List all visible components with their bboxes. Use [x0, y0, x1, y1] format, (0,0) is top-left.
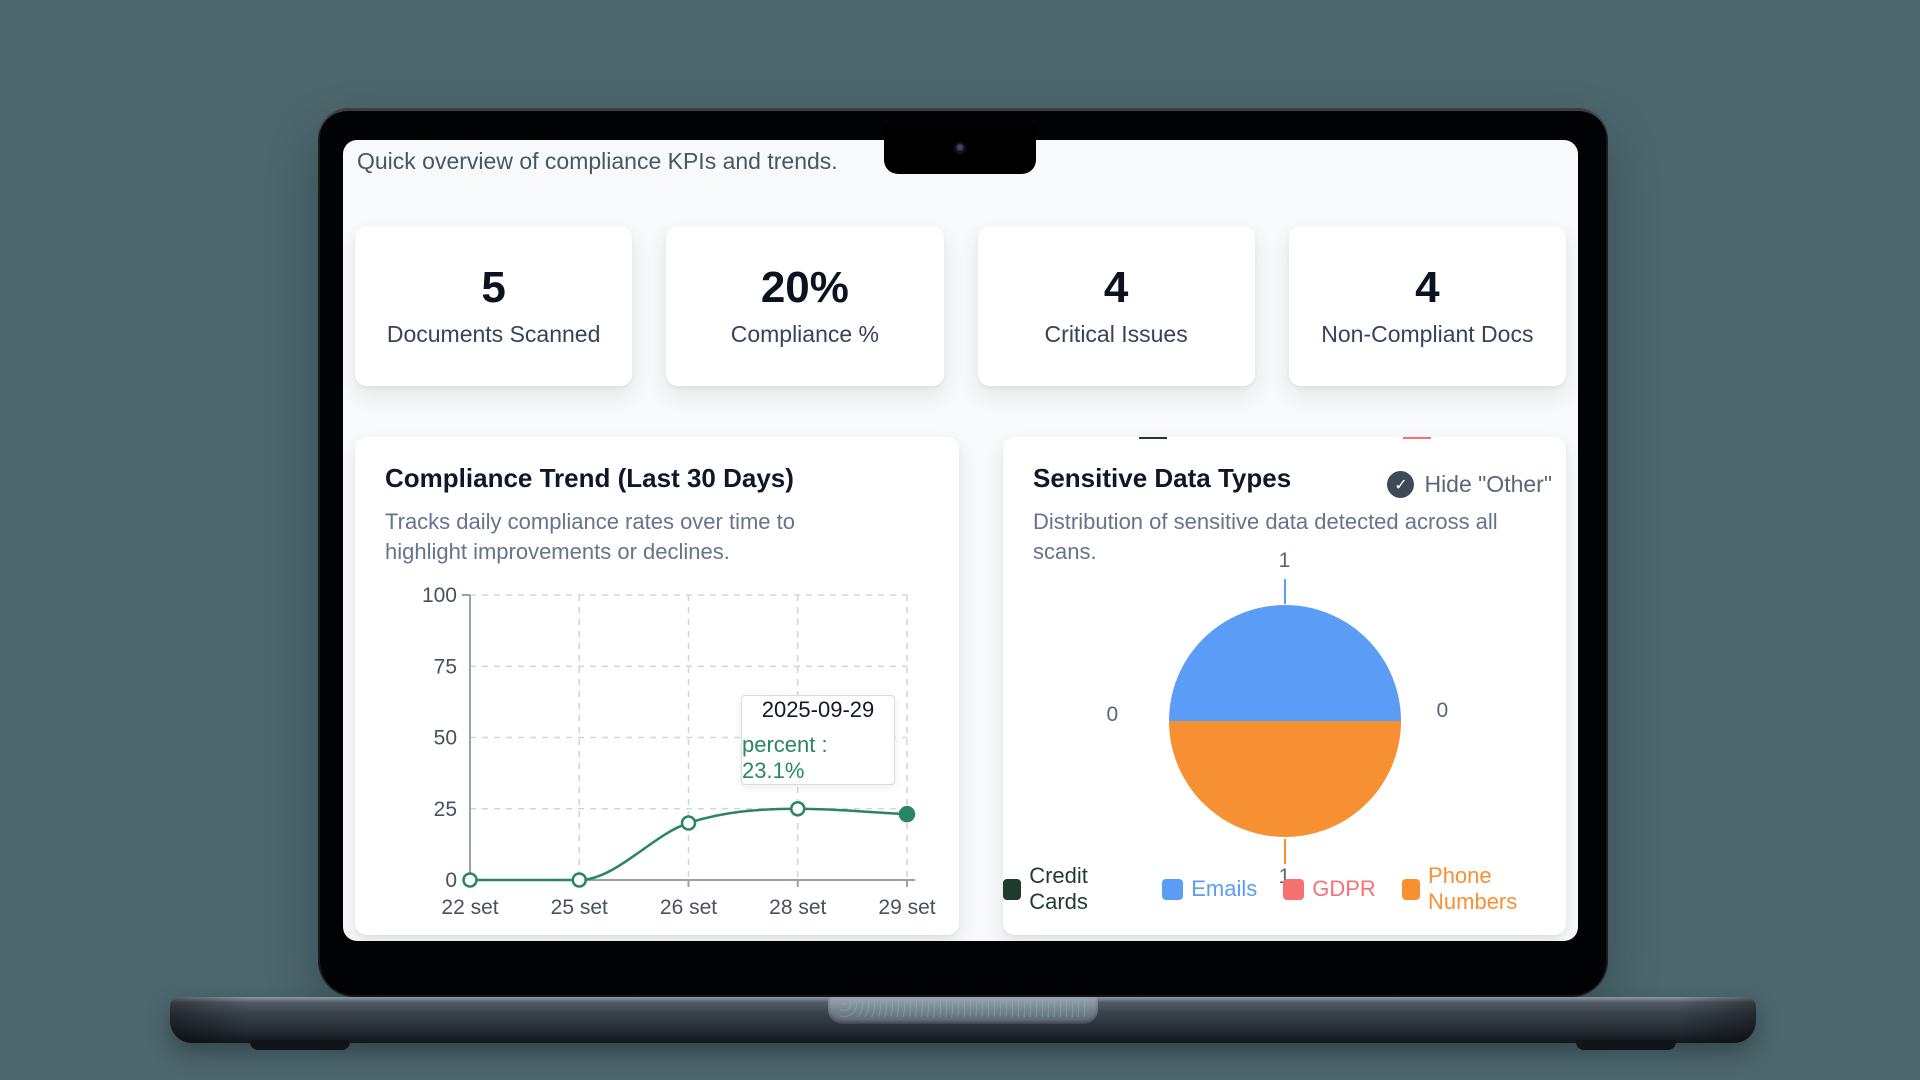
laptop-base-grip — [828, 997, 1098, 1024]
chart-tooltip: 2025-09-29 percent : 23.1% — [741, 695, 895, 785]
x-tick-label: 26 set — [660, 896, 717, 919]
trend-card-subtitle: Tracks daily compliance rates over time … — [385, 509, 795, 564]
kpi-row: 5 Documents Scanned 20% Compliance % 4 C… — [355, 226, 1566, 386]
pie-callout-credit-cards: 0 — [1106, 703, 1119, 726]
hide-other-label: Hide "Other" — [1424, 471, 1552, 497]
legend-item-credit-cards[interactable]: Credit Cards — [1003, 863, 1136, 915]
y-tick-label: 50 — [434, 727, 457, 750]
legend-label-emails: Emails — [1191, 876, 1258, 901]
kpi-value: 20% — [760, 263, 849, 313]
kpi-label: Documents Scanned — [386, 320, 601, 347]
legend-swatch-gdpr — [1283, 878, 1305, 900]
tooltip-date: 2025-09-29 — [761, 696, 875, 722]
legend-swatch-credit-cards — [1003, 878, 1022, 900]
y-tick-label: 25 — [434, 798, 457, 821]
callout-line-emails — [1283, 579, 1286, 604]
compliance-trend-card: Compliance Trend (Last 30 Days) Tracks d… — [355, 437, 959, 935]
pie-card-title: Sensitive Data Types — [1033, 463, 1292, 493]
kpi-value: 4 — [1415, 263, 1440, 313]
laptop-lid: Quick overview of compliance KPIs and tr… — [318, 108, 1608, 997]
sensitive-data-card: Sensitive Data Types Hide "Other" Distri… — [1003, 437, 1566, 935]
camera-notch — [884, 126, 1036, 174]
legend-swatch-emails — [1162, 878, 1184, 900]
kpi-label: Critical Issues — [1044, 320, 1188, 347]
x-tick-label: 29 set — [878, 896, 935, 919]
pie-callout-phone-numbers: 1 — [1278, 865, 1291, 888]
kpi-card-non-compliant-docs: 4 Non-Compliant Docs — [1288, 226, 1566, 386]
checkbox-checked-icon[interactable] — [1387, 471, 1415, 498]
kpi-label: Compliance % — [730, 320, 880, 347]
charts-row: Compliance Trend (Last 30 Days) Tracks d… — [355, 437, 1566, 935]
kpi-value: 5 — [481, 263, 506, 313]
callout-line-phone-numbers — [1283, 839, 1286, 864]
camera-icon — [954, 142, 966, 154]
legend-item-gdpr[interactable]: GDPR — [1283, 863, 1376, 915]
hide-other-toggle[interactable]: Hide "Other" — [1387, 471, 1552, 498]
callout-line-gdpr — [1402, 437, 1431, 439]
x-tick-label: 22 set — [441, 896, 498, 919]
kpi-card-documents-scanned: 5 Documents Scanned — [355, 226, 633, 386]
y-tick-label: 75 — [434, 655, 457, 678]
pie-chart[interactable]: 1 0 1 0 — [1003, 437, 1566, 935]
tooltip-value: percent : 23.1% — [742, 731, 828, 783]
legend-item-phone-numbers[interactable]: Phone Numbers — [1401, 863, 1566, 915]
pie-circle[interactable] — [1168, 605, 1401, 837]
legend-swatch-phone-numbers — [1401, 878, 1421, 900]
data-point-active — [898, 805, 916, 823]
kpi-card-compliance: 20% Compliance % — [666, 226, 944, 386]
kpi-card-critical-issues: 4 Critical Issues — [977, 226, 1255, 386]
data-point — [790, 801, 806, 817]
trend-card-title: Compliance Trend (Last 30 Days) — [385, 463, 794, 493]
y-tick-label: 0 — [445, 869, 457, 892]
laptop-foot-left — [250, 1040, 350, 1050]
data-point — [571, 872, 587, 888]
pie-card-subtitle: Distribution of sensitive data detected … — [1033, 509, 1498, 564]
x-tick-label: 28 set — [769, 896, 826, 919]
compliance-trend-chart[interactable]: 0 25 50 75 100 22 set 25 set 26 set 28 set 29 set — [377, 585, 937, 930]
data-point — [462, 872, 478, 888]
legend-item-emails[interactable]: Emails — [1162, 863, 1257, 915]
legend-label-gdpr: GDPR — [1312, 876, 1376, 901]
x-tick-label: 25 set — [551, 896, 608, 919]
page-subtitle: Quick overview of compliance KPIs and tr… — [357, 148, 838, 174]
y-tick-label: 100 — [422, 585, 457, 607]
callout-line-credit-cards — [1138, 437, 1167, 439]
legend-label-credit-cards: Credit Cards — [1029, 863, 1088, 914]
pie-callout-gdpr: 0 — [1436, 699, 1449, 722]
laptop-base — [170, 997, 1756, 1043]
dashboard-screen: Quick overview of compliance KPIs and tr… — [343, 140, 1578, 941]
data-point — [680, 815, 697, 831]
legend-label-phone-numbers: Phone Numbers — [1428, 863, 1518, 914]
kpi-label: Non-Compliant Docs — [1321, 320, 1534, 347]
kpi-value: 4 — [1103, 263, 1129, 313]
laptop-foot-right — [1576, 1040, 1676, 1050]
pie-callout-emails: 1 — [1278, 549, 1291, 572]
pie-legend: Credit Cards Emails GDPR Phone Numbers — [1003, 863, 1566, 915]
